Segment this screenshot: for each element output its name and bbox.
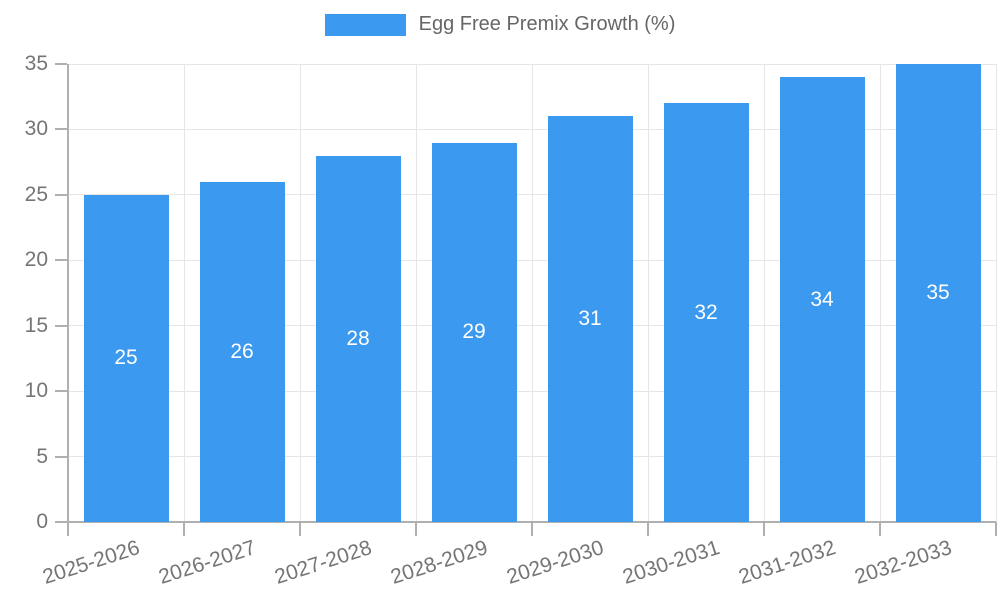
gridline-vertical — [415, 64, 417, 522]
legend-label: Egg Free Premix Growth (%) — [418, 13, 676, 35]
bar-value-label: 29 — [462, 320, 486, 344]
bar-value-label: 31 — [578, 307, 602, 331]
legend-color-swatch-icon — [324, 13, 406, 36]
bar[interactable]: 31 — [547, 116, 633, 522]
bar-value-label: 34 — [810, 287, 834, 311]
y-tick-mark — [55, 128, 67, 131]
x-tick-mark — [995, 522, 997, 536]
gridline-vertical — [763, 64, 765, 522]
bar[interactable]: 34 — [779, 77, 865, 522]
bar[interactable]: 35 — [895, 64, 981, 522]
bar-value-label: 35 — [926, 281, 950, 304]
y-tick-mark — [55, 259, 67, 262]
x-tick-mark — [647, 522, 649, 536]
y-tick-label: 35 — [24, 52, 48, 75]
bar-value-label: 28 — [346, 326, 370, 350]
y-tick-label: 10 — [24, 379, 48, 403]
y-tick-mark — [55, 521, 67, 523]
y-tick-mark — [55, 324, 67, 327]
gridline-vertical — [995, 64, 997, 522]
y-tick-mark — [55, 455, 67, 458]
x-tick-mark — [183, 522, 185, 536]
y-tick-label: 0 — [36, 510, 48, 533]
x-tick-label: 2030-2031 — [619, 536, 723, 589]
x-tick-label: 2028-2029 — [387, 536, 491, 589]
y-axis-line — [67, 64, 69, 522]
y-tick-label: 30 — [24, 117, 48, 141]
y-tick-mark — [55, 390, 67, 393]
bar-value-label: 25 — [114, 346, 138, 370]
y-tick-label: 5 — [36, 444, 48, 468]
gridline-vertical — [647, 64, 649, 522]
x-tick-label: 2031-2032 — [735, 536, 839, 589]
y-tick-label: 15 — [24, 313, 48, 337]
gridline-vertical — [531, 64, 533, 522]
bar[interactable]: 32 — [663, 103, 749, 522]
legend-item[interactable]: Egg Free Premix Growth (%) — [0, 13, 1000, 36]
y-tick-mark — [55, 193, 67, 196]
x-tick-label: 2026-2027 — [155, 536, 259, 589]
bar[interactable]: 28 — [315, 155, 401, 522]
x-tick-mark — [415, 522, 417, 536]
gridline-vertical — [879, 64, 881, 522]
x-tick-label: 2027-2028 — [271, 536, 375, 589]
bar[interactable]: 25 — [83, 194, 169, 522]
gridline-vertical — [299, 64, 301, 522]
x-tick-mark — [763, 522, 765, 536]
y-tick-mark — [55, 63, 67, 65]
y-tick-label: 25 — [24, 182, 48, 206]
x-tick-label: 2025-2026 — [39, 536, 143, 589]
plot-area[interactable]: 0 5 10 15 20 25 30 35 25 2025-2026 26 2026-2027 28 20… — [25, 52, 997, 589]
x-tick-label: 2029-2030 — [503, 536, 607, 589]
x-tick-mark — [879, 522, 881, 536]
x-tick-mark — [67, 522, 69, 536]
x-tick-mark — [299, 522, 301, 536]
x-tick-label: 2032-2033 — [851, 536, 955, 589]
x-tick-mark — [531, 522, 533, 536]
bar[interactable]: 26 — [199, 181, 285, 522]
gridline-vertical — [183, 64, 185, 522]
bar-value-label: 32 — [694, 300, 718, 324]
y-tick-label: 20 — [24, 248, 48, 272]
bar-value-label: 26 — [230, 339, 254, 363]
bar[interactable]: 29 — [431, 142, 517, 522]
